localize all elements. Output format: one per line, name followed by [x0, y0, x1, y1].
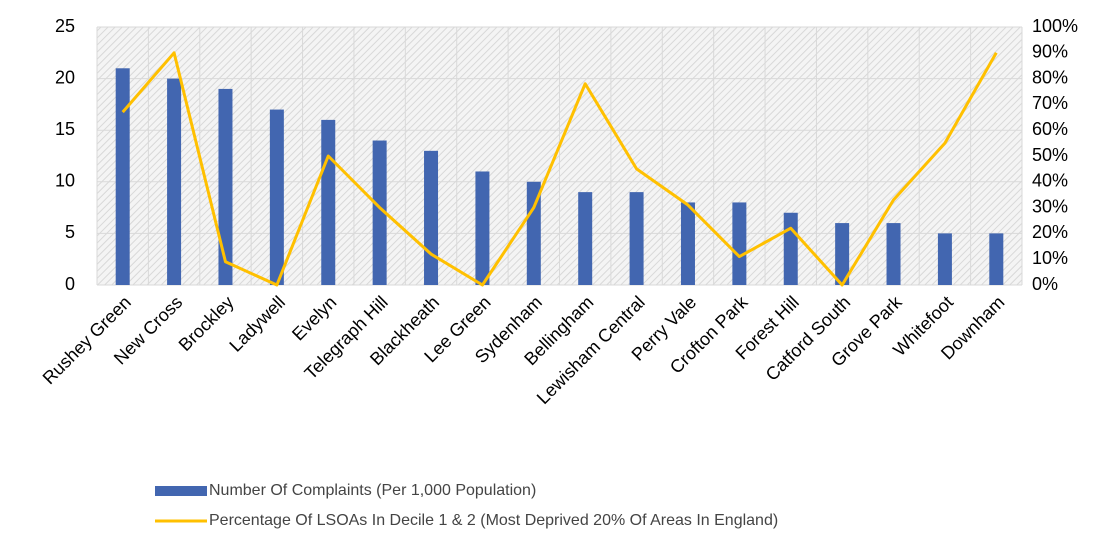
- y-tick-label: 25: [55, 16, 75, 36]
- legend-label: Percentage Of LSOAs In Decile 1 & 2 (Mos…: [209, 512, 778, 529]
- bar: [115, 68, 130, 285]
- y2-tick-label: 30%: [1032, 196, 1068, 216]
- bar: [424, 150, 439, 285]
- y2-tick-label: 40%: [1032, 171, 1068, 191]
- y2-tick-label: 10%: [1032, 248, 1068, 268]
- bar: [989, 233, 1004, 285]
- bar: [886, 223, 901, 285]
- y2-tick-label: 70%: [1032, 93, 1068, 113]
- y2-tick-label: 0%: [1032, 274, 1058, 294]
- y-tick-label: 15: [55, 119, 75, 139]
- y2-tick-label: 20%: [1032, 222, 1068, 242]
- bar: [321, 119, 336, 285]
- bar: [783, 212, 798, 285]
- bar: [218, 88, 233, 285]
- y2-tick-label: 60%: [1032, 119, 1068, 139]
- bar: [937, 233, 952, 285]
- y2-tick-label: 80%: [1032, 67, 1068, 87]
- bar: [269, 109, 284, 285]
- bar: [578, 192, 593, 285]
- x-tick-label: Ladywell: [225, 292, 289, 356]
- bar: [680, 202, 695, 285]
- y-tick-label: 0: [65, 274, 75, 294]
- bar: [629, 192, 644, 285]
- bar: [372, 140, 387, 285]
- y-tick-label: 5: [65, 222, 75, 242]
- y2-tick-label: 100%: [1032, 16, 1078, 36]
- y-tick-label: 20: [55, 67, 75, 87]
- legend: Number Of Complaints (Per 1,000 Populati…: [155, 482, 778, 529]
- y2-tick-label: 90%: [1032, 42, 1068, 62]
- bar: [475, 171, 490, 285]
- y-tick-label: 10: [55, 171, 75, 191]
- bar: [732, 202, 747, 285]
- y2-tick-label: 50%: [1032, 145, 1068, 165]
- legend-swatch: [155, 486, 207, 496]
- bar: [167, 78, 182, 285]
- legend-label: Number Of Complaints (Per 1,000 Populati…: [209, 482, 536, 499]
- bar: [835, 223, 850, 285]
- line: [121, 51, 998, 287]
- bar: [526, 181, 541, 285]
- x-tick-label: Rushey Green: [39, 292, 135, 388]
